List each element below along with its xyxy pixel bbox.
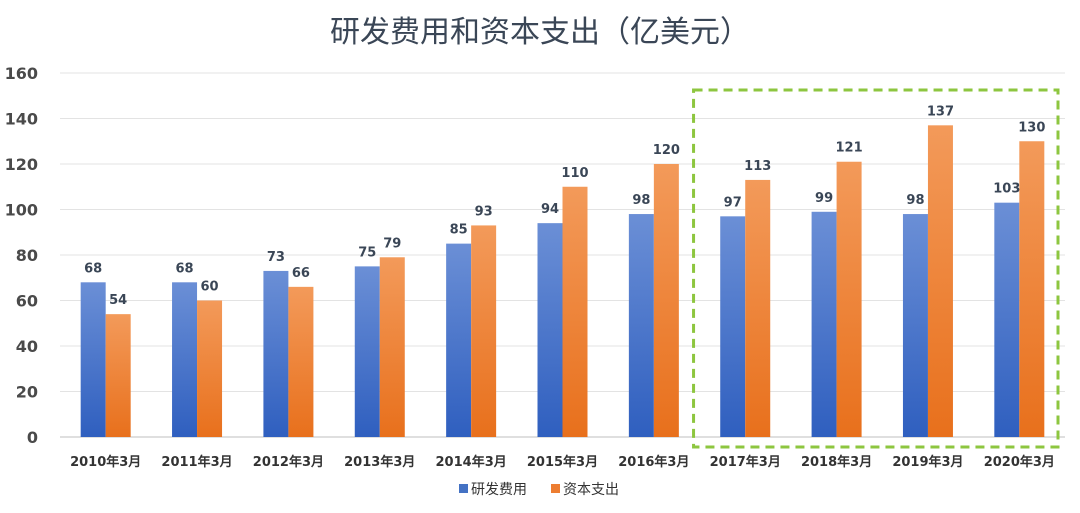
- bar-rd: [537, 223, 563, 437]
- y-tick-label: 60: [16, 292, 38, 311]
- bar-capex: [379, 257, 405, 437]
- legend: 研发费用 资本支出: [459, 482, 619, 498]
- bar-capex: [562, 186, 588, 437]
- data-label: 98: [906, 193, 924, 208]
- x-tick-label: 2012年3月: [253, 454, 324, 470]
- bar-capex: [927, 125, 953, 437]
- data-label: 113: [744, 159, 771, 174]
- chart-title: 研发费用和资本支出（亿美元）: [330, 15, 750, 50]
- data-label: 79: [383, 236, 401, 251]
- data-label: 103: [993, 182, 1020, 197]
- bar-rd: [628, 214, 654, 437]
- x-tick-label: 2010年3月: [70, 454, 141, 470]
- bar-rd: [902, 214, 928, 437]
- bar-rd: [354, 266, 380, 437]
- data-label: 130: [1018, 120, 1045, 135]
- data-label: 98: [632, 193, 650, 208]
- bar-rd: [994, 202, 1020, 437]
- data-labels: 68 54 68 60 73 66 75 79 85 93 94 110 98 120 97 113 99 121…: [84, 104, 1045, 308]
- highlight-box: [692, 88, 1060, 449]
- x-tick-label: 2013年3月: [344, 454, 415, 470]
- x-tick-label: 2015年3月: [527, 454, 598, 470]
- x-tick-label: 2016年3月: [618, 454, 689, 470]
- data-label: 66: [292, 266, 310, 281]
- data-label: 75: [358, 245, 376, 260]
- data-label: 68: [84, 261, 102, 276]
- y-tick-label: 120: [5, 155, 38, 174]
- x-tick-label: 2018年3月: [801, 454, 872, 470]
- bar-capex: [1019, 141, 1045, 437]
- bar-capex: [471, 225, 497, 437]
- bar-capex: [836, 161, 862, 437]
- legend-label: 研发费用: [471, 482, 527, 498]
- data-label: 121: [836, 141, 863, 156]
- legend-swatch: [459, 484, 468, 493]
- y-tick-label: 140: [5, 110, 38, 129]
- x-tick-label: 2019年3月: [892, 454, 963, 470]
- y-tick-label: 160: [5, 64, 38, 83]
- y-tick-label: 20: [16, 383, 38, 402]
- data-label: 120: [653, 143, 680, 158]
- data-label: 73: [267, 250, 285, 265]
- data-label: 93: [475, 204, 493, 219]
- bar-rd: [172, 282, 198, 437]
- data-label: 68: [175, 261, 193, 276]
- data-label: 54: [109, 293, 127, 308]
- legend-label: 资本支出: [563, 482, 619, 498]
- highlight-dashed-box: [692, 88, 1060, 449]
- bar-capex: [745, 179, 771, 438]
- bar-capex: [653, 164, 679, 437]
- bar-capex: [197, 300, 223, 437]
- x-tick-label: 2014年3月: [436, 454, 507, 470]
- y-axis: 0 20 40 60 80 100 120 140 160: [5, 64, 38, 447]
- data-label: 94: [541, 202, 559, 217]
- bar-rd: [80, 282, 106, 437]
- data-label: 99: [815, 191, 833, 206]
- y-tick-label: 40: [16, 337, 38, 356]
- data-label: 137: [927, 104, 954, 119]
- data-label: 85: [450, 223, 468, 238]
- x-axis: 2010年3月 2011年3月 2012年3月 2013年3月 2014年3月 2015年…: [70, 454, 1055, 470]
- data-label: 110: [561, 166, 588, 181]
- bar-rd: [811, 211, 837, 437]
- bar-rd: [720, 216, 746, 437]
- y-tick-label: 80: [16, 246, 38, 265]
- bar-rd: [263, 270, 289, 437]
- bar-rd: [446, 243, 472, 437]
- y-tick-label: 0: [27, 428, 38, 447]
- data-label: 60: [200, 280, 218, 295]
- bar-capex: [288, 286, 314, 437]
- bar-capex: [105, 314, 131, 437]
- x-tick-label: 2017年3月: [710, 454, 781, 470]
- x-tick-label: 2011年3月: [161, 454, 232, 470]
- bars: [80, 125, 1045, 438]
- x-tick-label: 2020年3月: [984, 454, 1055, 470]
- y-tick-label: 100: [5, 201, 38, 220]
- data-label: 97: [724, 195, 742, 210]
- legend-swatch: [551, 484, 560, 493]
